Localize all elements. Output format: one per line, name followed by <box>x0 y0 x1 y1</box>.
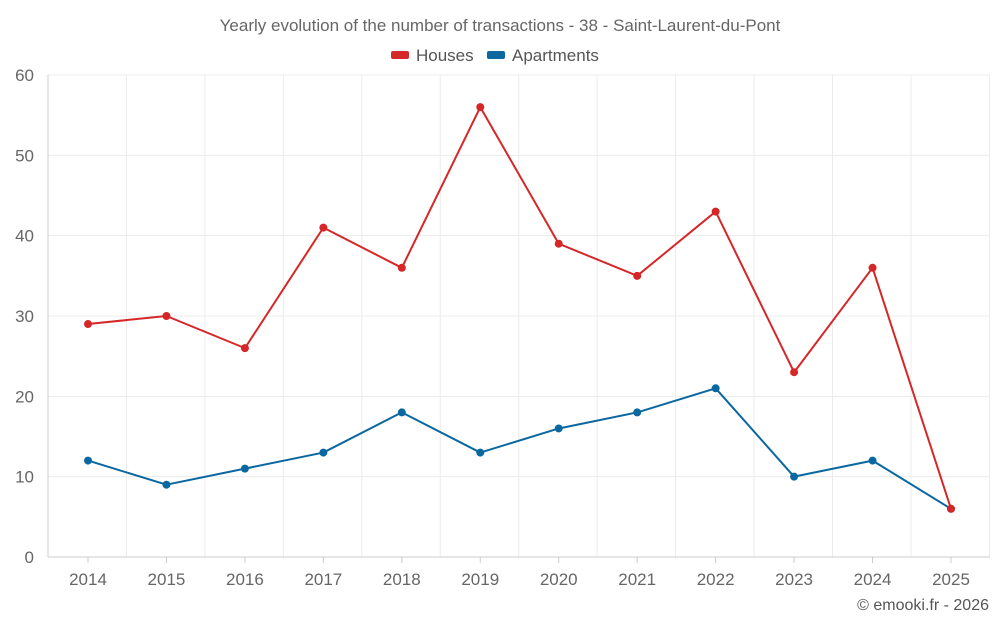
data-point-apartments[interactable] <box>868 456 877 465</box>
data-point-houses[interactable] <box>633 271 642 280</box>
data-point-apartments[interactable] <box>633 408 642 417</box>
y-tick-label: 20 <box>15 387 34 406</box>
legend-label: Apartments <box>512 46 599 65</box>
legend-swatch <box>487 51 505 59</box>
data-point-apartments[interactable] <box>397 408 406 417</box>
y-tick-label: 30 <box>15 307 34 326</box>
legend-item-houses[interactable]: Houses <box>391 46 474 65</box>
y-axis: 0 10 20 30 40 50 60 <box>15 66 34 567</box>
x-tick-label: 2024 <box>854 570 892 589</box>
data-point-houses[interactable] <box>711 207 720 216</box>
data-point-apartments[interactable] <box>476 448 485 457</box>
x-tick-label: 2019 <box>461 570 499 589</box>
data-point-apartments[interactable] <box>162 480 171 489</box>
series-apartments <box>84 384 955 513</box>
data-point-houses[interactable] <box>319 223 328 232</box>
series-houses <box>84 103 955 513</box>
series-line-apartments <box>87 387 952 510</box>
x-tick-label: 2022 <box>697 570 735 589</box>
x-tick-label: 2016 <box>226 570 264 589</box>
data-point-apartments[interactable] <box>240 464 249 473</box>
x-tick-label: 2023 <box>775 570 813 589</box>
legend-swatch <box>391 51 409 59</box>
data-point-houses[interactable] <box>476 103 485 112</box>
legend-label: Houses <box>416 46 474 65</box>
x-tick-label: 2018 <box>383 570 421 589</box>
series-line-houses <box>87 106 952 510</box>
data-point-houses[interactable] <box>162 312 171 320</box>
data-point-houses[interactable] <box>947 504 955 513</box>
data-point-houses[interactable] <box>790 368 799 377</box>
data-point-apartments[interactable] <box>711 384 720 393</box>
y-tick-label: 60 <box>15 66 34 85</box>
data-point-houses[interactable] <box>240 344 249 353</box>
series-group <box>84 103 955 513</box>
legend-item-apartments[interactable]: Apartments <box>487 46 599 65</box>
data-point-houses[interactable] <box>84 320 92 329</box>
data-point-houses[interactable] <box>397 263 406 272</box>
data-point-apartments[interactable] <box>790 472 799 481</box>
x-tick-label: 2025 <box>932 570 970 589</box>
data-point-houses[interactable] <box>554 239 563 248</box>
legend: Houses Apartments <box>391 46 599 65</box>
grid <box>47 74 990 558</box>
y-tick-label: 50 <box>15 146 34 165</box>
x-tick-label: 2014 <box>69 570 107 589</box>
data-point-apartments[interactable] <box>84 456 92 465</box>
x-axis: 2014 2015 2016 2017 2018 2019 2020 2021 2022 2023… <box>69 557 970 589</box>
chart-title: Yearly evolution of the number of transa… <box>220 16 781 35</box>
y-tick-label: 0 <box>25 548 34 567</box>
y-tick-label: 40 <box>15 227 34 246</box>
x-tick-label: 2021 <box>618 570 656 589</box>
credit-text: © emooki.fr - 2026 <box>857 597 989 614</box>
x-tick-label: 2020 <box>540 570 578 589</box>
data-point-apartments[interactable] <box>554 424 563 433</box>
y-tick-label: 10 <box>15 468 34 487</box>
data-point-apartments[interactable] <box>319 448 328 457</box>
x-tick-label: 2015 <box>148 570 186 589</box>
x-tick-label: 2017 <box>304 570 342 589</box>
data-point-houses[interactable] <box>868 263 877 272</box>
